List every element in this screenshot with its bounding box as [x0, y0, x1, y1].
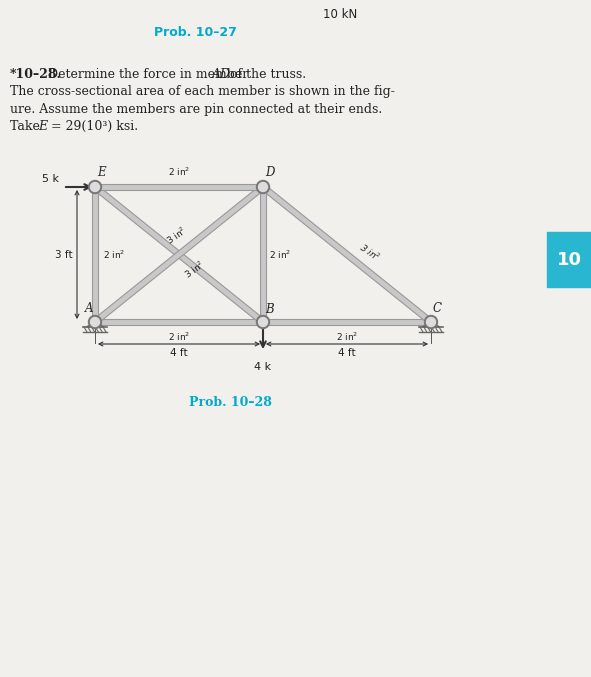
Circle shape — [427, 318, 436, 326]
Text: B: B — [265, 303, 274, 316]
Text: 3 in$^2$: 3 in$^2$ — [182, 259, 207, 282]
Text: AD: AD — [212, 68, 231, 81]
Text: The cross-sectional area of each member is shown in the fig-: The cross-sectional area of each member … — [10, 85, 395, 98]
Polygon shape — [86, 322, 104, 327]
Circle shape — [258, 183, 268, 192]
Bar — [547, 232, 591, 287]
Polygon shape — [95, 319, 263, 325]
Circle shape — [258, 318, 268, 326]
Polygon shape — [95, 184, 263, 190]
Text: 2 in$^2$: 2 in$^2$ — [103, 248, 125, 261]
Text: D: D — [265, 166, 274, 179]
Polygon shape — [263, 319, 431, 325]
Circle shape — [256, 315, 269, 328]
Text: E: E — [97, 166, 106, 179]
Text: = 29(10³) ksi.: = 29(10³) ksi. — [47, 120, 138, 133]
Text: Prob. 10–27: Prob. 10–27 — [154, 26, 236, 39]
Text: 5 k: 5 k — [43, 174, 60, 184]
Polygon shape — [260, 187, 266, 322]
Text: 3 in$^2$: 3 in$^2$ — [357, 241, 382, 264]
Text: Take: Take — [10, 120, 44, 133]
Polygon shape — [92, 187, 98, 322]
Polygon shape — [261, 185, 433, 324]
Text: C: C — [433, 302, 442, 315]
Text: 4 ft: 4 ft — [170, 348, 188, 358]
Text: Determine the force in member: Determine the force in member — [48, 68, 252, 81]
Text: 2 in$^2$: 2 in$^2$ — [336, 331, 358, 343]
Text: *10–28.: *10–28. — [10, 68, 62, 81]
Text: ure. Assume the members are pin connected at their ends.: ure. Assume the members are pin connecte… — [10, 102, 382, 116]
Text: 2 in$^2$: 2 in$^2$ — [168, 166, 190, 178]
Polygon shape — [93, 185, 265, 324]
Text: 3 ft: 3 ft — [56, 250, 73, 259]
Text: 10 kN: 10 kN — [323, 9, 357, 22]
Circle shape — [424, 315, 437, 328]
Text: 2 in$^2$: 2 in$^2$ — [269, 248, 291, 261]
Text: 4 ft: 4 ft — [338, 348, 356, 358]
Text: of the truss.: of the truss. — [226, 68, 306, 81]
Text: 3 in$^2$: 3 in$^2$ — [164, 223, 190, 246]
Text: 4 k: 4 k — [255, 362, 271, 372]
Text: E: E — [38, 120, 47, 133]
Text: 2 in$^2$: 2 in$^2$ — [168, 331, 190, 343]
Circle shape — [256, 181, 269, 194]
Text: A: A — [85, 302, 93, 315]
Polygon shape — [422, 322, 440, 327]
Circle shape — [89, 315, 102, 328]
Text: 10: 10 — [557, 251, 582, 269]
Circle shape — [89, 181, 102, 194]
Text: Prob. 10–28: Prob. 10–28 — [189, 395, 271, 408]
Circle shape — [90, 183, 99, 192]
Circle shape — [90, 318, 99, 326]
Polygon shape — [93, 185, 265, 324]
